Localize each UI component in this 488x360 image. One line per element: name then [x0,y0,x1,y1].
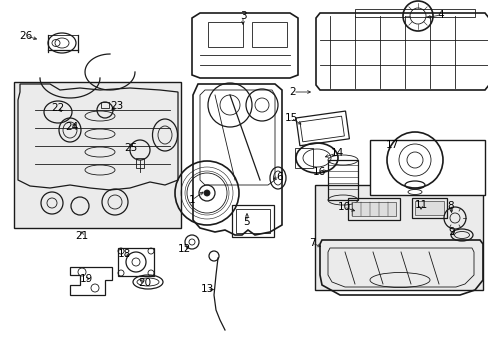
Bar [231,205,273,237]
Text: 25: 25 [124,143,137,153]
Text: 6: 6 [276,172,283,182]
Bar [14,82,181,228]
Bar [314,185,482,290]
Bar [369,140,484,195]
Text: 13: 13 [200,284,213,294]
Bar [251,22,286,47]
Text: 17: 17 [385,140,398,150]
Bar [295,111,349,146]
Circle shape [203,190,209,196]
Bar [327,160,357,200]
Bar [411,198,446,218]
Text: 4: 4 [437,10,444,20]
Text: 16: 16 [312,167,325,177]
Bar [101,102,109,108]
Bar [354,9,474,17]
Bar [351,202,395,216]
Bar [118,248,154,276]
Text: 7: 7 [308,238,315,248]
Bar [347,198,399,220]
Bar [414,201,443,215]
Text: 12: 12 [177,244,190,254]
Text: 9: 9 [448,227,454,237]
Text: 5: 5 [243,217,250,227]
Text: 21: 21 [75,231,88,241]
Text: 8: 8 [447,201,453,211]
Text: 2: 2 [289,87,296,97]
Bar [299,116,344,142]
Text: 15: 15 [284,113,297,123]
Text: 20: 20 [138,278,151,288]
Text: 19: 19 [79,274,92,284]
Text: 18: 18 [117,249,130,259]
Text: 1: 1 [188,195,195,205]
Text: 10: 10 [337,202,350,212]
Bar [207,22,243,47]
Text: 3: 3 [239,11,246,21]
Bar [136,158,143,168]
Bar [294,148,312,168]
Text: 22: 22 [51,103,64,113]
Text: 11: 11 [413,200,427,210]
Text: 24: 24 [65,122,79,132]
Text: 26: 26 [20,31,33,41]
Text: 14: 14 [330,148,343,158]
Text: 23: 23 [110,101,123,111]
Bar [236,209,269,233]
